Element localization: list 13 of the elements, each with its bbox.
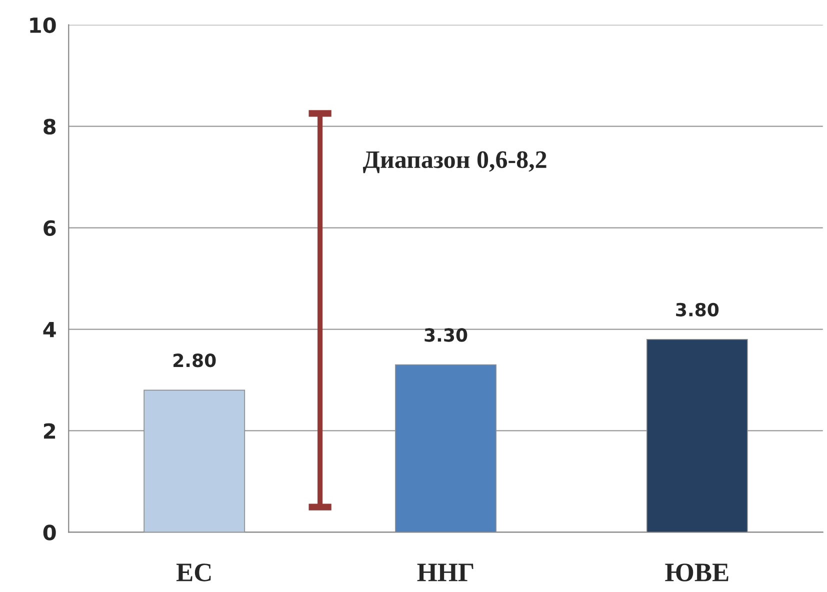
x-tick-label: ННГ — [417, 564, 474, 582]
annotation: Диапазон 0,6-8,2 — [362, 151, 546, 174]
data-label: 2.80 — [174, 354, 216, 368]
x-tick-label: ЮВЕ — [665, 564, 728, 582]
y-tick-label: 4 — [43, 322, 56, 338]
y-tick-label: 0 — [43, 524, 56, 540]
y-tick-label: 6 — [44, 220, 56, 236]
x-tick-label: ЕС — [176, 564, 211, 582]
y-tick-label: 2 — [44, 423, 56, 439]
y-tick-label: 8 — [44, 118, 56, 135]
y-tick-label: 10 — [30, 17, 56, 34]
data-label: 3.30 — [424, 328, 468, 342]
data-label: 3.80 — [676, 302, 719, 316]
